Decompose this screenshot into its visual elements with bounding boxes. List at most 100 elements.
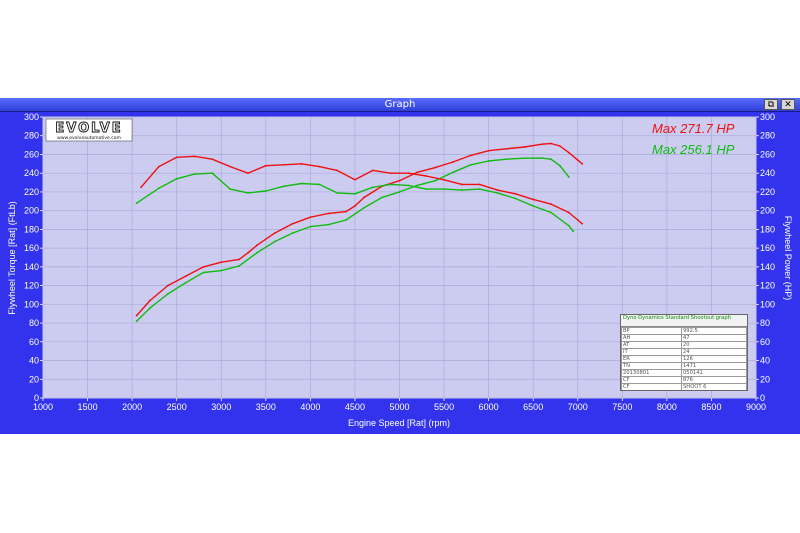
y-tick-label-left: 120 [24,281,39,291]
x-tick-label: 5500 [434,402,454,412]
data-point [327,223,330,226]
title-bar[interactable]: Graph ⧉ ✕ [0,98,800,112]
y-tick-label-left: 260 [24,149,39,159]
data-point [398,191,401,193]
data-point [496,189,499,191]
info-value: 47 [681,334,747,342]
info-row: BP 992.5 [621,327,747,335]
info-key: ER [621,355,682,363]
x-tick-label: 1500 [78,402,98,412]
data-point [581,222,584,225]
y-tick-label-right: 160 [760,243,775,253]
y-tick-label-right: 60 [760,337,770,347]
data-point [407,172,410,175]
y-axis-left: 0 20 40 60 80 100 120 140 160 180 200 220 240 260 280 3… [24,112,43,403]
data-point [309,225,312,228]
data-point [416,171,419,174]
restore-icon: ⧉ [767,100,775,110]
data-point [193,155,196,158]
x-tick-label: 2000 [122,402,142,412]
close-button[interactable]: ✕ [781,99,795,110]
data-point [140,186,142,189]
data-point [247,191,249,194]
y-tick-label-left: 240 [24,168,39,178]
y-tick-label-right: 260 [760,149,775,159]
data-point [550,142,552,145]
data-point [434,179,437,182]
y-tick-label-left: 60 [29,337,39,347]
info-key: IT [621,348,682,356]
info-key: BP [621,327,682,335]
data-point [567,211,570,214]
info-table: BP 992.5 AH 47 AT 20 IT 24 ER 126 TN 1471 20130801 05… [621,327,747,392]
y-tick-label-right: 180 [760,224,775,234]
y-axis-label-left: Flywheel Torque [Rat] (FtLb) [7,201,17,314]
data-point [336,169,339,172]
data-point [478,188,481,191]
y-tick-label-right: 100 [760,299,775,309]
info-value: 1471 [681,362,747,370]
evolve-logo: EVOLVE www.evolveautomotive.com [45,118,133,142]
data-point [291,232,294,235]
data-point [135,314,138,317]
data-point [514,192,517,195]
logo-url: www.evolveautomotive.com [57,135,121,141]
data-point [282,185,285,188]
x-tick-label: 3500 [256,402,276,412]
info-row: TN 1471 [621,362,747,370]
data-point [345,210,347,213]
y-tick-label-right: 220 [760,187,775,197]
data-point [318,165,321,168]
data-point [371,186,374,189]
x-tick-label: 7000 [568,402,588,412]
data-point [282,163,285,166]
info-row: AT 20 [621,341,747,349]
y-tick-label-right: 80 [760,318,770,328]
data-point [211,158,214,161]
data-point [559,164,561,167]
data-point [469,154,472,157]
data-point [434,166,437,169]
data-point [264,164,267,167]
y-axis-right: 0 20 40 60 80 100 120 140 160 180 200 220 240 260 280 3… [756,112,775,403]
data-point [354,192,356,195]
data-point [362,196,365,199]
data-point [452,161,454,163]
logo-brand: EVOLVE [55,121,122,136]
y-tick-label-right: 120 [760,281,775,291]
y-tick-label-left: 140 [24,262,39,272]
data-point [193,173,196,176]
data-point [135,320,138,323]
x-tick-label: 4000 [300,402,320,412]
data-point [247,172,249,175]
info-value: 20 [681,341,747,349]
y-tick-label-right: 140 [760,262,775,272]
data-point [425,188,428,191]
info-key: CF [621,383,682,390]
y-tick-label-right: 300 [760,112,775,122]
window-title: Graph [384,99,416,110]
data-point [256,244,258,247]
y-tick-label-left: 40 [29,356,39,366]
info-key: TN [621,362,682,370]
data-point [452,171,454,174]
y-tick-label-left: 80 [29,318,39,328]
data-point [157,165,160,168]
data-point [581,162,584,165]
restore-button[interactable]: ⧉ [764,99,778,110]
info-value: 126 [681,355,747,363]
data-point [407,184,410,187]
info-value: 050141 [681,369,747,377]
info-row: Tyre Pres.std [622,391,747,392]
data-point [576,159,579,161]
data-point [398,179,401,182]
close-icon: ✕ [784,100,792,110]
data-point [135,202,138,205]
y-axis-label-right: Flywheel Power (HP) [783,216,793,301]
data-point [336,191,339,194]
data-point [149,307,151,309]
y-tick-label-right: 40 [760,356,770,366]
info-row: IT 24 [621,348,747,356]
info-row: 20130801 050141 [621,369,747,377]
data-point [229,165,232,168]
